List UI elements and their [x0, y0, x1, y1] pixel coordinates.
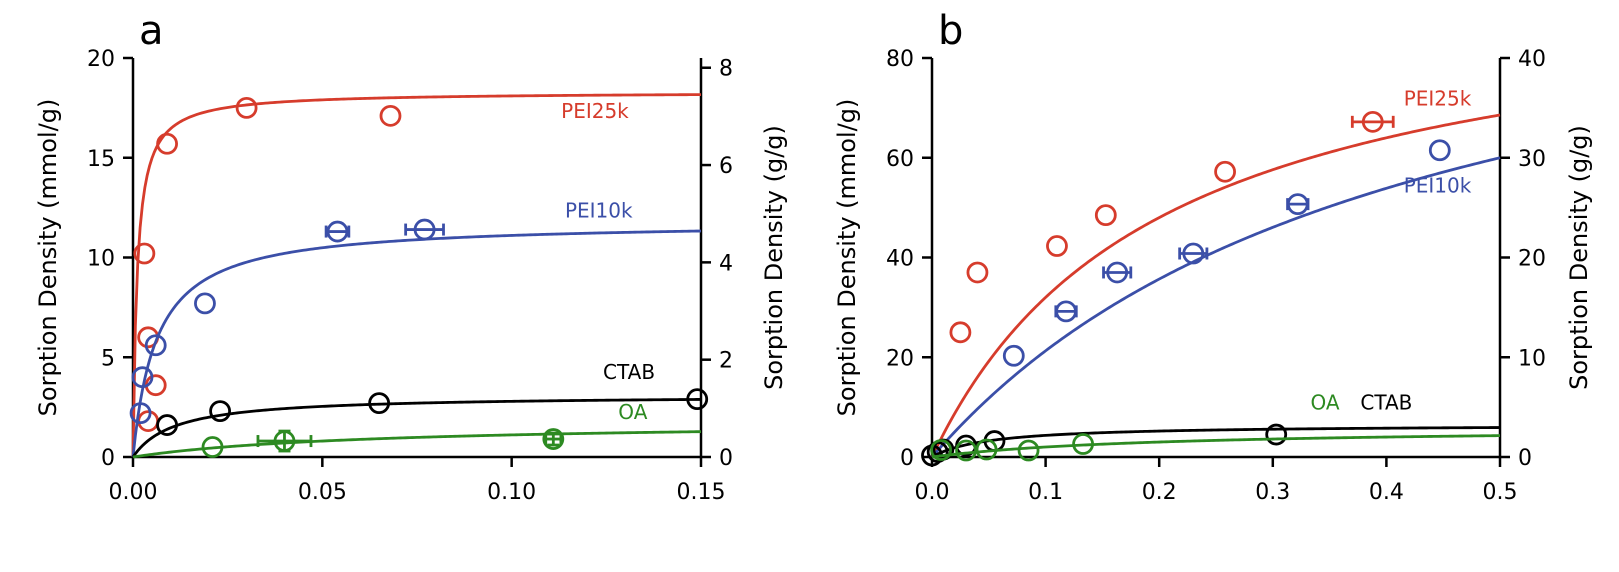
- series-label: OA: [1311, 391, 1340, 415]
- data-point: [326, 220, 349, 243]
- y-right-tick-label: 0: [719, 446, 733, 471]
- series-oa: OA: [930, 391, 1501, 462]
- fit-curve: [930, 156, 1501, 458]
- data-point: [542, 428, 565, 450]
- y-right-axis-title: Sorption Density (g/g): [1565, 125, 1593, 390]
- data-point: [686, 388, 709, 411]
- data-point: [413, 218, 436, 241]
- y-left-tick-label: 40: [886, 247, 914, 272]
- data-point: [1017, 439, 1040, 462]
- data-point: [1072, 433, 1094, 455]
- y-left-tick-label: 60: [886, 147, 914, 172]
- fit-curve: [931, 434, 1501, 459]
- y-right-tick-label: 4: [719, 251, 733, 276]
- y-right-tick-label: 10: [1518, 346, 1546, 371]
- y-right-tick-label: 6: [719, 154, 733, 179]
- y-left-tick-label: 15: [87, 147, 115, 172]
- x-tick-label: 0.3: [1255, 480, 1290, 505]
- x-tick-label: 0.2: [1142, 480, 1177, 505]
- series-pei25k: PEI25k: [930, 86, 1501, 458]
- x-tick-label: 0.15: [677, 480, 726, 505]
- y-left-tick-label: 0: [101, 446, 115, 471]
- x-tick-label: 0.1: [1028, 480, 1063, 505]
- y-right-tick-label: 2: [719, 349, 733, 374]
- series-label: PEI25k: [1404, 86, 1472, 110]
- series-pei10k: PEI10k: [930, 139, 1501, 458]
- data-point: [1361, 110, 1384, 133]
- data-point: [144, 334, 167, 357]
- y-left-tick-label: 0: [900, 446, 914, 471]
- data-point: [1286, 193, 1309, 216]
- series-label: OA: [618, 400, 647, 424]
- x-tick-label: 0.10: [487, 480, 536, 505]
- x-tick-label: 0.05: [298, 480, 347, 505]
- data-point: [201, 436, 224, 458]
- data-point: [1265, 423, 1288, 446]
- y-left-axis-title: Sorption Density (mmol/g): [34, 99, 62, 417]
- data-point: [156, 414, 178, 436]
- panel-label: b: [938, 8, 963, 54]
- data-point: [975, 438, 998, 461]
- x-tick-label: 0.5: [1483, 480, 1518, 505]
- x-tick-label: 0.4: [1369, 480, 1404, 505]
- series-label: CTAB: [1360, 391, 1412, 415]
- data-point: [379, 104, 402, 127]
- panel-b: b0.0 0.1 0.2 0.3 0.4 0.5020406080010203040Sor…: [833, 8, 1593, 505]
- fit-curve: [131, 93, 702, 458]
- y-right-tick-label: 8: [719, 57, 733, 82]
- data-point: [368, 392, 391, 415]
- series-ctab: CTAB: [131, 360, 709, 458]
- fit-curve: [132, 430, 702, 459]
- y-right-tick-label: 30: [1518, 147, 1546, 172]
- data-point: [1002, 344, 1025, 367]
- data-point: [209, 400, 231, 423]
- series-label: PEI10k: [565, 199, 633, 223]
- data-point: [1428, 139, 1451, 162]
- data-point: [949, 321, 972, 344]
- fit-curve: [931, 426, 1501, 459]
- data-point: [1094, 204, 1117, 227]
- data-point: [129, 402, 152, 425]
- series-pei25k: PEI25k: [131, 93, 702, 458]
- data-point: [1214, 160, 1236, 183]
- data-point: [966, 261, 989, 284]
- x-tick-label: 0.00: [109, 480, 158, 505]
- y-left-tick-label: 10: [87, 247, 115, 272]
- data-point: [133, 242, 156, 265]
- series-ctab: CTAB: [921, 391, 1501, 467]
- series-label: CTAB: [603, 360, 655, 384]
- fit-curve: [930, 113, 1501, 458]
- panel-a: a 0.00 0.05 0.10 0.15 0 5 10 15 20 0 2 4 6 8 Sorption D…: [34, 8, 788, 505]
- y-left-tick-label: 20: [886, 346, 914, 371]
- y-right-axis-title: Sorption Density (g/g): [760, 125, 788, 390]
- data-point: [1182, 242, 1205, 265]
- data-point: [131, 366, 154, 389]
- series-oa: OA: [132, 400, 702, 459]
- data-point: [930, 439, 952, 461]
- y-right-tick-label: 40: [1518, 47, 1546, 72]
- series-pei10k: PEI10k: [129, 199, 702, 458]
- y-right-tick-label: 0: [1518, 446, 1532, 471]
- data-point: [955, 439, 977, 462]
- data-point: [194, 292, 216, 315]
- y-left-axis-title: Sorption Density (mmol/g): [833, 99, 861, 417]
- data-point: [156, 132, 178, 155]
- x-tick-label: 0.0: [915, 480, 950, 505]
- data-point: [1106, 261, 1129, 284]
- panel-label: a: [139, 8, 164, 54]
- data-point: [1055, 300, 1077, 323]
- data-point: [273, 430, 296, 452]
- series-label: PEI10k: [1404, 174, 1472, 198]
- y-left-tick-label: 5: [101, 346, 115, 371]
- y-right-tick-label: 20: [1518, 247, 1546, 272]
- data-point: [137, 410, 160, 432]
- y-left-tick-label: 80: [886, 47, 914, 72]
- y-left-tick-label: 20: [87, 47, 115, 72]
- data-point: [235, 96, 258, 119]
- data-point: [1046, 235, 1068, 257]
- fit-curve: [131, 229, 702, 458]
- series-label: PEI25k: [561, 99, 629, 123]
